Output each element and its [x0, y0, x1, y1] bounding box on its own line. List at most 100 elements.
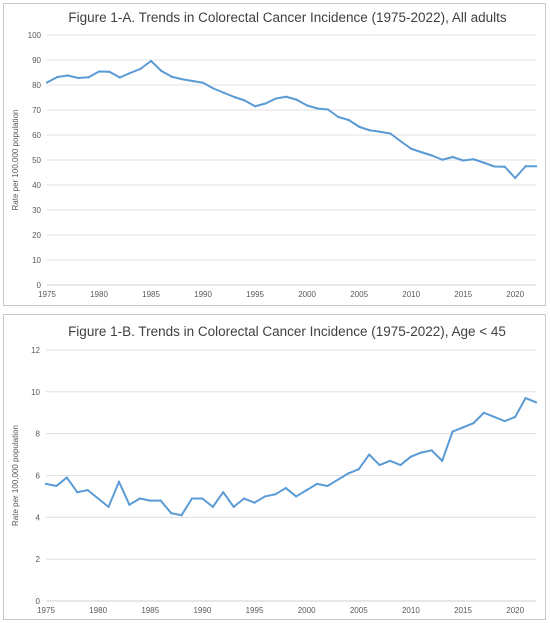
data-point [149, 499, 152, 502]
data-point [410, 147, 413, 150]
data-point [44, 482, 48, 485]
data-point [86, 489, 89, 492]
data-point [118, 76, 121, 79]
data-point [170, 512, 173, 515]
data-point [503, 420, 506, 423]
x-tick-label: 2010 [402, 290, 420, 299]
data-point [284, 486, 287, 490]
x-tick-label: 1995 [246, 606, 264, 615]
data-point [129, 71, 132, 75]
x-tick-label: 2005 [350, 290, 368, 299]
data-point [159, 499, 162, 502]
data-point [65, 476, 68, 479]
series-line [45, 397, 537, 517]
data-point [305, 489, 308, 492]
data-point [461, 426, 465, 429]
data-point [222, 491, 225, 494]
data-point [534, 401, 538, 404]
data-point [160, 69, 163, 73]
y-tick-label: 50 [32, 156, 41, 165]
y-tick-label: 0 [36, 597, 41, 606]
data-point [430, 449, 433, 452]
data-point [315, 482, 319, 485]
x-tick-label: 1980 [89, 606, 107, 615]
chart-b: Figure 1-B. Trends in Colorectal Cancer … [11, 324, 538, 615]
y-tick-label: 40 [32, 181, 41, 190]
data-point [77, 76, 80, 80]
y-tick-label: 2 [36, 555, 41, 564]
data-point [211, 505, 214, 508]
data-point [514, 176, 517, 180]
data-point [472, 158, 475, 161]
y-tick-label: 60 [32, 131, 41, 140]
data-point [107, 505, 110, 508]
y-tick-label: 100 [28, 31, 42, 40]
data-point [149, 59, 153, 63]
data-point [97, 497, 100, 500]
y-tick-label: 30 [32, 206, 41, 215]
data-point [138, 497, 141, 500]
data-point [232, 505, 235, 508]
x-tick-label: 1985 [142, 290, 160, 299]
x-tick-label: 2000 [298, 290, 316, 299]
data-point [181, 78, 184, 81]
data-point [493, 415, 496, 419]
y-axis-label: Rate per 100,000 population [11, 110, 20, 211]
data-point [399, 140, 402, 143]
data-point [430, 154, 434, 157]
x-tick-label: 1995 [246, 290, 264, 299]
y-tick-label: 20 [32, 231, 41, 240]
data-point [441, 459, 444, 462]
chart-title: Figure 1-A. Trends in Colorectal Cancer … [68, 10, 506, 25]
data-point [180, 514, 183, 517]
data-point [295, 495, 298, 498]
data-point [451, 155, 454, 159]
data-point [128, 503, 131, 506]
series-line [46, 60, 537, 179]
data-point [482, 411, 485, 414]
x-tick-label: 1980 [90, 290, 108, 299]
data-point [253, 105, 257, 108]
y-tick-label: 8 [36, 430, 41, 439]
data-point [222, 91, 225, 94]
data-point [55, 484, 58, 488]
data-point [264, 102, 267, 105]
data-point [242, 497, 246, 500]
x-tick-label: 2015 [454, 606, 472, 615]
data-point [347, 118, 350, 122]
data-point [274, 97, 277, 100]
data-point [358, 125, 361, 128]
data-point [45, 81, 49, 84]
chart-a: Figure 1-A. Trends in Colorectal Cancer … [11, 10, 538, 299]
data-point [263, 495, 267, 498]
data-point [368, 129, 371, 132]
data-point [347, 472, 350, 475]
data-point [253, 501, 256, 504]
data-point [274, 493, 277, 496]
y-tick-label: 80 [32, 81, 41, 90]
x-tick-label: 2020 [506, 290, 524, 299]
data-point [66, 74, 69, 77]
chart-panel-b: Figure 1-B. Trends in Colorectal Cancer … [3, 314, 546, 620]
y-tick-label: 4 [36, 513, 41, 522]
data-point [524, 397, 527, 400]
y-tick-label: 12 [31, 346, 40, 355]
data-point [409, 455, 412, 458]
data-point [472, 422, 475, 425]
data-point [451, 430, 454, 433]
chart-title: Figure 1-B. Trends in Colorectal Cancer … [68, 324, 506, 339]
chart-panel-a: Figure 1-A. Trends in Colorectal Cancer … [3, 3, 546, 306]
x-tick-label: 1975 [37, 606, 55, 615]
data-point [295, 98, 298, 101]
data-point [524, 165, 527, 168]
x-tick-label: 2005 [350, 606, 368, 615]
data-point [493, 165, 496, 168]
y-tick-label: 6 [36, 472, 41, 481]
x-tick-label: 1990 [193, 606, 211, 615]
x-tick-label: 2000 [298, 606, 316, 615]
data-point [462, 159, 465, 162]
data-point [139, 67, 142, 70]
data-point [399, 463, 402, 467]
y-axis-label: Rate per 100,000 population [11, 425, 20, 526]
data-point [514, 415, 517, 419]
